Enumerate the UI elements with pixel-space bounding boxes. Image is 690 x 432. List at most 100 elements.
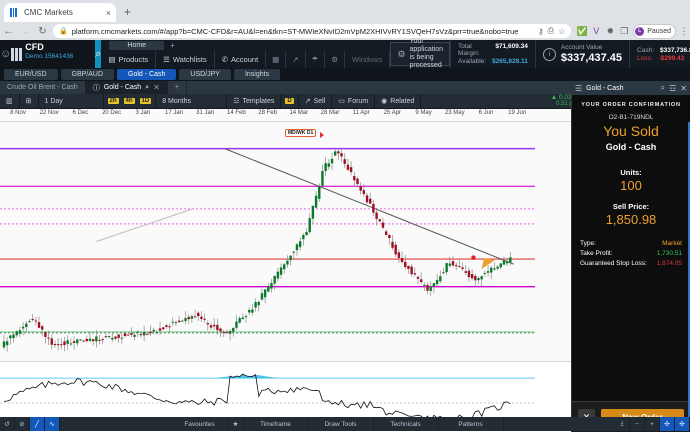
x-tick: 28 Mar xyxy=(320,110,340,116)
badge-d[interactable]: D xyxy=(285,98,294,104)
share-icon[interactable]: ⎙ xyxy=(547,26,555,35)
forum-icon: ▭ xyxy=(338,98,345,105)
undo-icon[interactable]: ↺ xyxy=(0,417,15,431)
extension-puzzle-icon[interactable]: ✹ xyxy=(606,25,615,36)
chart-bottom-toolbar: ↺ ⊘ ╱ ∿ Favourites ★ Timeframe Draw Tool… xyxy=(0,417,690,431)
order-panel-body: YOUR ORDER CONFIRMATION O2-B1-719NDL You… xyxy=(572,95,690,267)
x-tick: 11 Apr xyxy=(352,110,370,116)
watchlist-item-insights[interactable]: Insights xyxy=(233,69,281,80)
browser-menu-icon[interactable]: ⋮ xyxy=(679,25,689,36)
technicals-button[interactable]: Technicals xyxy=(374,417,439,431)
badge-4h[interactable]: 4h xyxy=(123,98,135,104)
favourites-button[interactable]: Favourites xyxy=(172,417,229,431)
info-icon[interactable]: i xyxy=(542,47,556,61)
sell-price-label: Sell Price: xyxy=(612,202,650,211)
search-icon[interactable]: ⌕ xyxy=(660,83,666,92)
row-key: Type: xyxy=(580,240,596,247)
total-margin-value: $71,609.34 xyxy=(495,43,528,50)
trendline-icon[interactable]: ╱ xyxy=(30,417,45,431)
draw-mode-badge[interactable]: D xyxy=(281,94,299,108)
badge-2h[interactable]: 2h xyxy=(107,98,119,104)
news-icon[interactable]: ▦ xyxy=(266,51,287,68)
account-icon[interactable]: ☺ xyxy=(0,40,12,68)
x-tick: 6 Jun xyxy=(478,110,494,116)
hamburger-icon[interactable]: ☰ xyxy=(575,83,583,93)
address-bar[interactable]: 🔒 platform.cmcmarkets.com/#/app?b=CMC-CF… xyxy=(53,24,572,38)
related-button[interactable]: ◉ Related xyxy=(375,94,422,108)
panel-resize-handle[interactable] xyxy=(688,122,690,417)
watchlist-item-gold-cash[interactable]: Gold - Cash xyxy=(117,69,177,80)
new-tab-button[interactable]: + xyxy=(124,5,132,19)
menu-watchlists[interactable]: ☰ Watchlists xyxy=(156,51,215,68)
search-icon[interactable]: ⌕ xyxy=(95,40,102,68)
chart-icon[interactable]: ↗ xyxy=(286,51,306,68)
reset-zoom-icon[interactable]: ⤓ xyxy=(615,417,630,431)
fullscreen-icon[interactable]: ✣ xyxy=(675,417,690,431)
notice-text: Your application is being processed xyxy=(409,38,443,69)
reload-icon[interactable]: ↻ xyxy=(38,25,47,37)
order-panel-header: ☰ Gold - Cash ⌕ ☲ ✕ xyxy=(572,81,690,95)
watchlist-item-eurusd[interactable]: EUR/USD xyxy=(4,69,58,80)
close-icon[interactable]: ✕ xyxy=(153,83,160,92)
alerts-icon[interactable]: ☂ xyxy=(306,51,326,68)
products-icon: ▤ xyxy=(108,55,116,64)
zoom-out-icon[interactable]: − xyxy=(630,417,645,431)
close-icon[interactable]: × xyxy=(105,7,111,18)
gear-icon[interactable]: ⚙ xyxy=(325,51,346,68)
menu-products[interactable]: ▤ Products xyxy=(101,51,157,68)
patterns-button[interactable]: Patterns xyxy=(439,417,504,431)
menu-account[interactable]: ✆ Account xyxy=(215,51,267,68)
templates-button[interactable]: ☲ Templates xyxy=(227,94,282,108)
candlestick-svg xyxy=(0,147,535,352)
clear-icon[interactable]: ⊘ xyxy=(15,417,30,431)
module-add-tab[interactable]: + xyxy=(168,81,187,94)
zoom-in-icon[interactable]: + xyxy=(645,417,660,431)
badge-1d[interactable]: 1D xyxy=(139,98,152,104)
chart-grid-button[interactable]: ⊞ xyxy=(20,94,39,108)
chart-layout-button[interactable]: ▥ xyxy=(0,94,20,108)
wave-icon[interactable]: ∿ xyxy=(45,417,60,431)
more-icon[interactable]: ☲ xyxy=(669,83,677,93)
watchlist-item-gbpaud[interactable]: GBP/AUD xyxy=(60,69,115,80)
sell-icon: ↗ xyxy=(304,98,311,105)
profile-chip[interactable]: L Paused xyxy=(633,23,676,39)
row-value: 1,730.51 xyxy=(656,250,682,257)
timeframe-selector[interactable]: 1 Day xyxy=(39,94,104,108)
module-tab-crude-oil[interactable]: Crude Oil Brent - Cash xyxy=(0,81,86,94)
related-label: Related xyxy=(390,97,415,105)
account-selector[interactable]: CFD Demo 15641436 xyxy=(23,40,96,68)
extension-check-icon[interactable]: ✅ xyxy=(576,25,588,36)
cash-label: Cash: xyxy=(637,46,655,54)
sidepanel-icon[interactable]: ❐ xyxy=(620,25,629,36)
star-icon[interactable]: ★ xyxy=(229,417,244,431)
order-row-stop-loss: Guaranteed Stop Loss: 1,874.05 xyxy=(580,260,682,267)
avatar: L xyxy=(635,26,645,36)
order-instrument: Gold - Cash xyxy=(605,142,657,152)
tab-home[interactable]: Home xyxy=(109,41,165,50)
extension-v-icon[interactable]: V xyxy=(593,26,600,36)
browser-tab[interactable]: CMC Markets × xyxy=(4,3,116,22)
price-pane[interactable]: MD\WK D1 xyxy=(0,121,635,357)
range-selector[interactable]: 8 Months xyxy=(156,94,228,108)
module-tab-gold-cash[interactable]: ⓘ Gold - Cash ⌕ ✕ xyxy=(85,81,168,94)
sell-button[interactable]: ↗ Sell xyxy=(299,94,333,108)
timeframe-quick-badges[interactable]: 2h 4h 1D xyxy=(104,94,157,108)
bookmark-star-icon[interactable]: ☆ xyxy=(558,26,566,36)
module-tab-label: Gold - Cash xyxy=(103,84,142,91)
timeframe-button[interactable]: Timeframe xyxy=(244,417,309,431)
expand-icon[interactable]: ✣ xyxy=(660,417,675,431)
forum-label: Forum xyxy=(347,97,369,105)
windows-menu[interactable]: Windows xyxy=(345,51,391,68)
add-workspace-icon[interactable]: + xyxy=(170,41,175,50)
forum-button[interactable]: ▭ Forum xyxy=(332,94,376,108)
watchlist-item-usdjpy[interactable]: USD/JPY xyxy=(179,69,231,80)
profile-status-label: Paused xyxy=(647,27,671,35)
tab-search-icon[interactable]: ⌕ xyxy=(145,83,150,91)
back-icon[interactable]: ← xyxy=(3,25,14,37)
forward-icon[interactable]: → xyxy=(20,25,31,37)
x-axis: 8 Nov 22 Nov 6 Dec 20 Dec 3 Jan 17 Jan 31 Jan 1… xyxy=(0,109,690,122)
key-icon[interactable]: ⚷ xyxy=(537,26,544,36)
draw-tools-button[interactable]: Draw Tools xyxy=(309,417,374,431)
close-icon[interactable]: ✕ xyxy=(680,83,687,93)
chart-annotation-flag[interactable]: MD\WK D1 xyxy=(285,129,317,137)
